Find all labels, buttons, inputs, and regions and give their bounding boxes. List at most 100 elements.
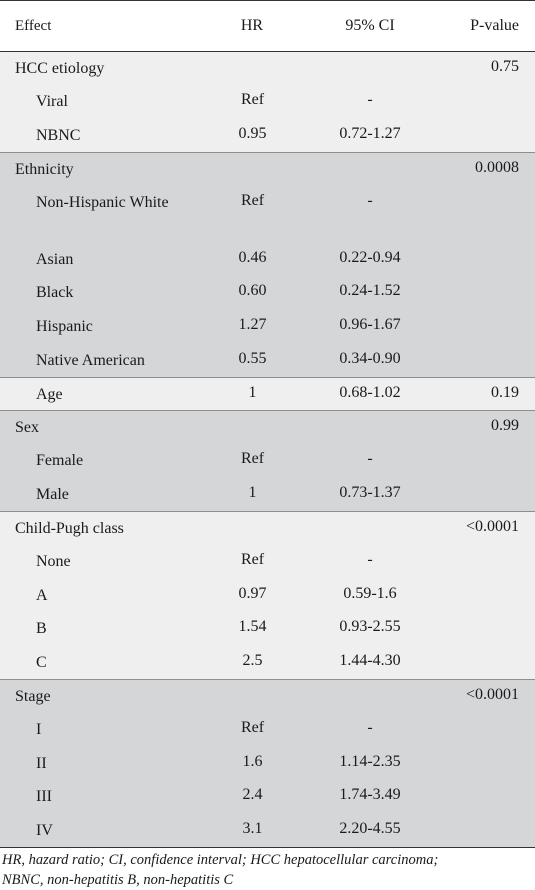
hazard-ratio-table: Effect HR 95% CI P-value HCC etiology 0.… (0, 0, 535, 849)
row-label: Age (0, 376, 200, 411)
table-row: Black 0.60 0.24-1.52 (0, 276, 535, 311)
row-hr (200, 151, 305, 186)
row-label: NBNC (0, 118, 200, 153)
row-hr: Ref (200, 444, 305, 479)
row-hr: 1.54 (200, 612, 305, 646)
row-p-value (435, 343, 535, 378)
row-p-value (435, 612, 535, 646)
row-label: Ethnicity (0, 151, 200, 186)
row-label: Viral (0, 85, 200, 119)
table-row: B 1.54 0.93-2.55 (0, 612, 535, 646)
table-row: NBNC 0.95 0.72-1.27 (0, 118, 535, 153)
row-ci (305, 410, 435, 445)
row-p-value: 0.99 (435, 410, 535, 445)
table-row: III 2.4 1.74-3.49 (0, 780, 535, 814)
table-row: Non-Hispanic White Ref - (0, 185, 535, 243)
row-label: None (0, 545, 200, 579)
row-label: II (0, 746, 200, 781)
table-row: None Ref - (0, 545, 535, 579)
row-ci: 0.34-0.90 (305, 343, 435, 378)
row-hr: 1 (200, 478, 305, 512)
row-p-value (435, 444, 535, 479)
row-ci: 1.74-3.49 (305, 780, 435, 814)
row-hr: 0.60 (200, 276, 305, 311)
table-row: Child-Pugh class <0.0001 (0, 511, 535, 546)
row-label: HCC etiology (0, 51, 200, 86)
table-footnote: HR, hazard ratio; CI, confidence interva… (0, 848, 535, 890)
row-ci: 0.59-1.6 (305, 578, 435, 613)
row-p-value (435, 310, 535, 344)
row-label: Sex (0, 410, 200, 445)
header-hr: HR (200, 0, 305, 52)
row-p-value (435, 646, 535, 680)
row-ci: 0.93-2.55 (305, 612, 435, 646)
row-hr: 1.27 (200, 310, 305, 344)
row-ci: - (305, 545, 435, 579)
row-ci: 2.20-4.55 (305, 813, 435, 849)
row-hr: Ref (200, 545, 305, 579)
row-p-value (435, 746, 535, 781)
row-label: A (0, 578, 200, 613)
row-label: Stage (0, 679, 200, 714)
table-row: Hispanic 1.27 0.96-1.67 (0, 310, 535, 344)
row-label: C (0, 646, 200, 680)
row-p-value: <0.0001 (435, 679, 535, 714)
table-row: Male 1 0.73-1.37 (0, 478, 535, 512)
row-p-value (435, 118, 535, 153)
row-ci: - (305, 444, 435, 479)
table-row: Age 1 0.68-1.02 0.19 (0, 376, 535, 411)
table-row: Native American 0.55 0.34-0.90 (0, 343, 535, 378)
row-p-value (435, 813, 535, 849)
table-row: Female Ref - (0, 444, 535, 479)
row-label: Hispanic (0, 310, 200, 344)
row-label: Asian (0, 242, 200, 277)
row-p-value (435, 780, 535, 814)
row-ci: 0.73-1.37 (305, 478, 435, 512)
row-ci: 0.96-1.67 (305, 310, 435, 344)
table-row: A 0.97 0.59-1.6 (0, 578, 535, 613)
row-ci: 0.72-1.27 (305, 118, 435, 153)
table-row: Stage <0.0001 (0, 679, 535, 714)
row-p-value (435, 578, 535, 613)
row-p-value: <0.0001 (435, 511, 535, 546)
row-p-value (435, 242, 535, 277)
row-hr (200, 51, 305, 86)
row-ci: 1.44-4.30 (305, 646, 435, 680)
row-hr: Ref (200, 713, 305, 747)
header-row: Effect HR 95% CI P-value (0, 0, 535, 52)
row-hr: 0.95 (200, 118, 305, 153)
row-p-value (435, 713, 535, 747)
row-ci (305, 151, 435, 186)
row-ci: 1.14-2.35 (305, 746, 435, 781)
row-ci: 0.24-1.52 (305, 276, 435, 311)
row-ci (305, 51, 435, 86)
table-header: Effect HR 95% CI P-value (0, 0, 535, 52)
table-row: Viral Ref - (0, 85, 535, 119)
row-hr: 2.5 (200, 646, 305, 680)
table-row: Asian 0.46 0.22-0.94 (0, 242, 535, 277)
row-label: B (0, 612, 200, 646)
row-hr: 2.4 (200, 780, 305, 814)
row-hr: Ref (200, 185, 305, 243)
row-ci: 0.68-1.02 (305, 376, 435, 411)
row-label: Male (0, 478, 200, 512)
footnote-line: NBNC, non-hepatitis B, non-hepatitis C (2, 872, 234, 889)
row-hr: 1 (200, 376, 305, 411)
row-label: III (0, 780, 200, 814)
row-label: Native American (0, 343, 200, 378)
header-ci: 95% CI (305, 0, 435, 52)
row-hr: 0.55 (200, 343, 305, 378)
row-p-value: 0.19 (435, 376, 535, 411)
row-label: I (0, 713, 200, 747)
row-label: Non-Hispanic White (0, 185, 200, 243)
row-hr: 3.1 (200, 813, 305, 849)
table-row: II 1.6 1.14-2.35 (0, 746, 535, 781)
row-ci (305, 679, 435, 714)
row-hr (200, 511, 305, 546)
row-p-value: 0.0008 (435, 151, 535, 186)
table-row: I Ref - (0, 713, 535, 747)
row-label: Black (0, 276, 200, 311)
row-hr: 0.46 (200, 242, 305, 277)
row-hr (200, 679, 305, 714)
